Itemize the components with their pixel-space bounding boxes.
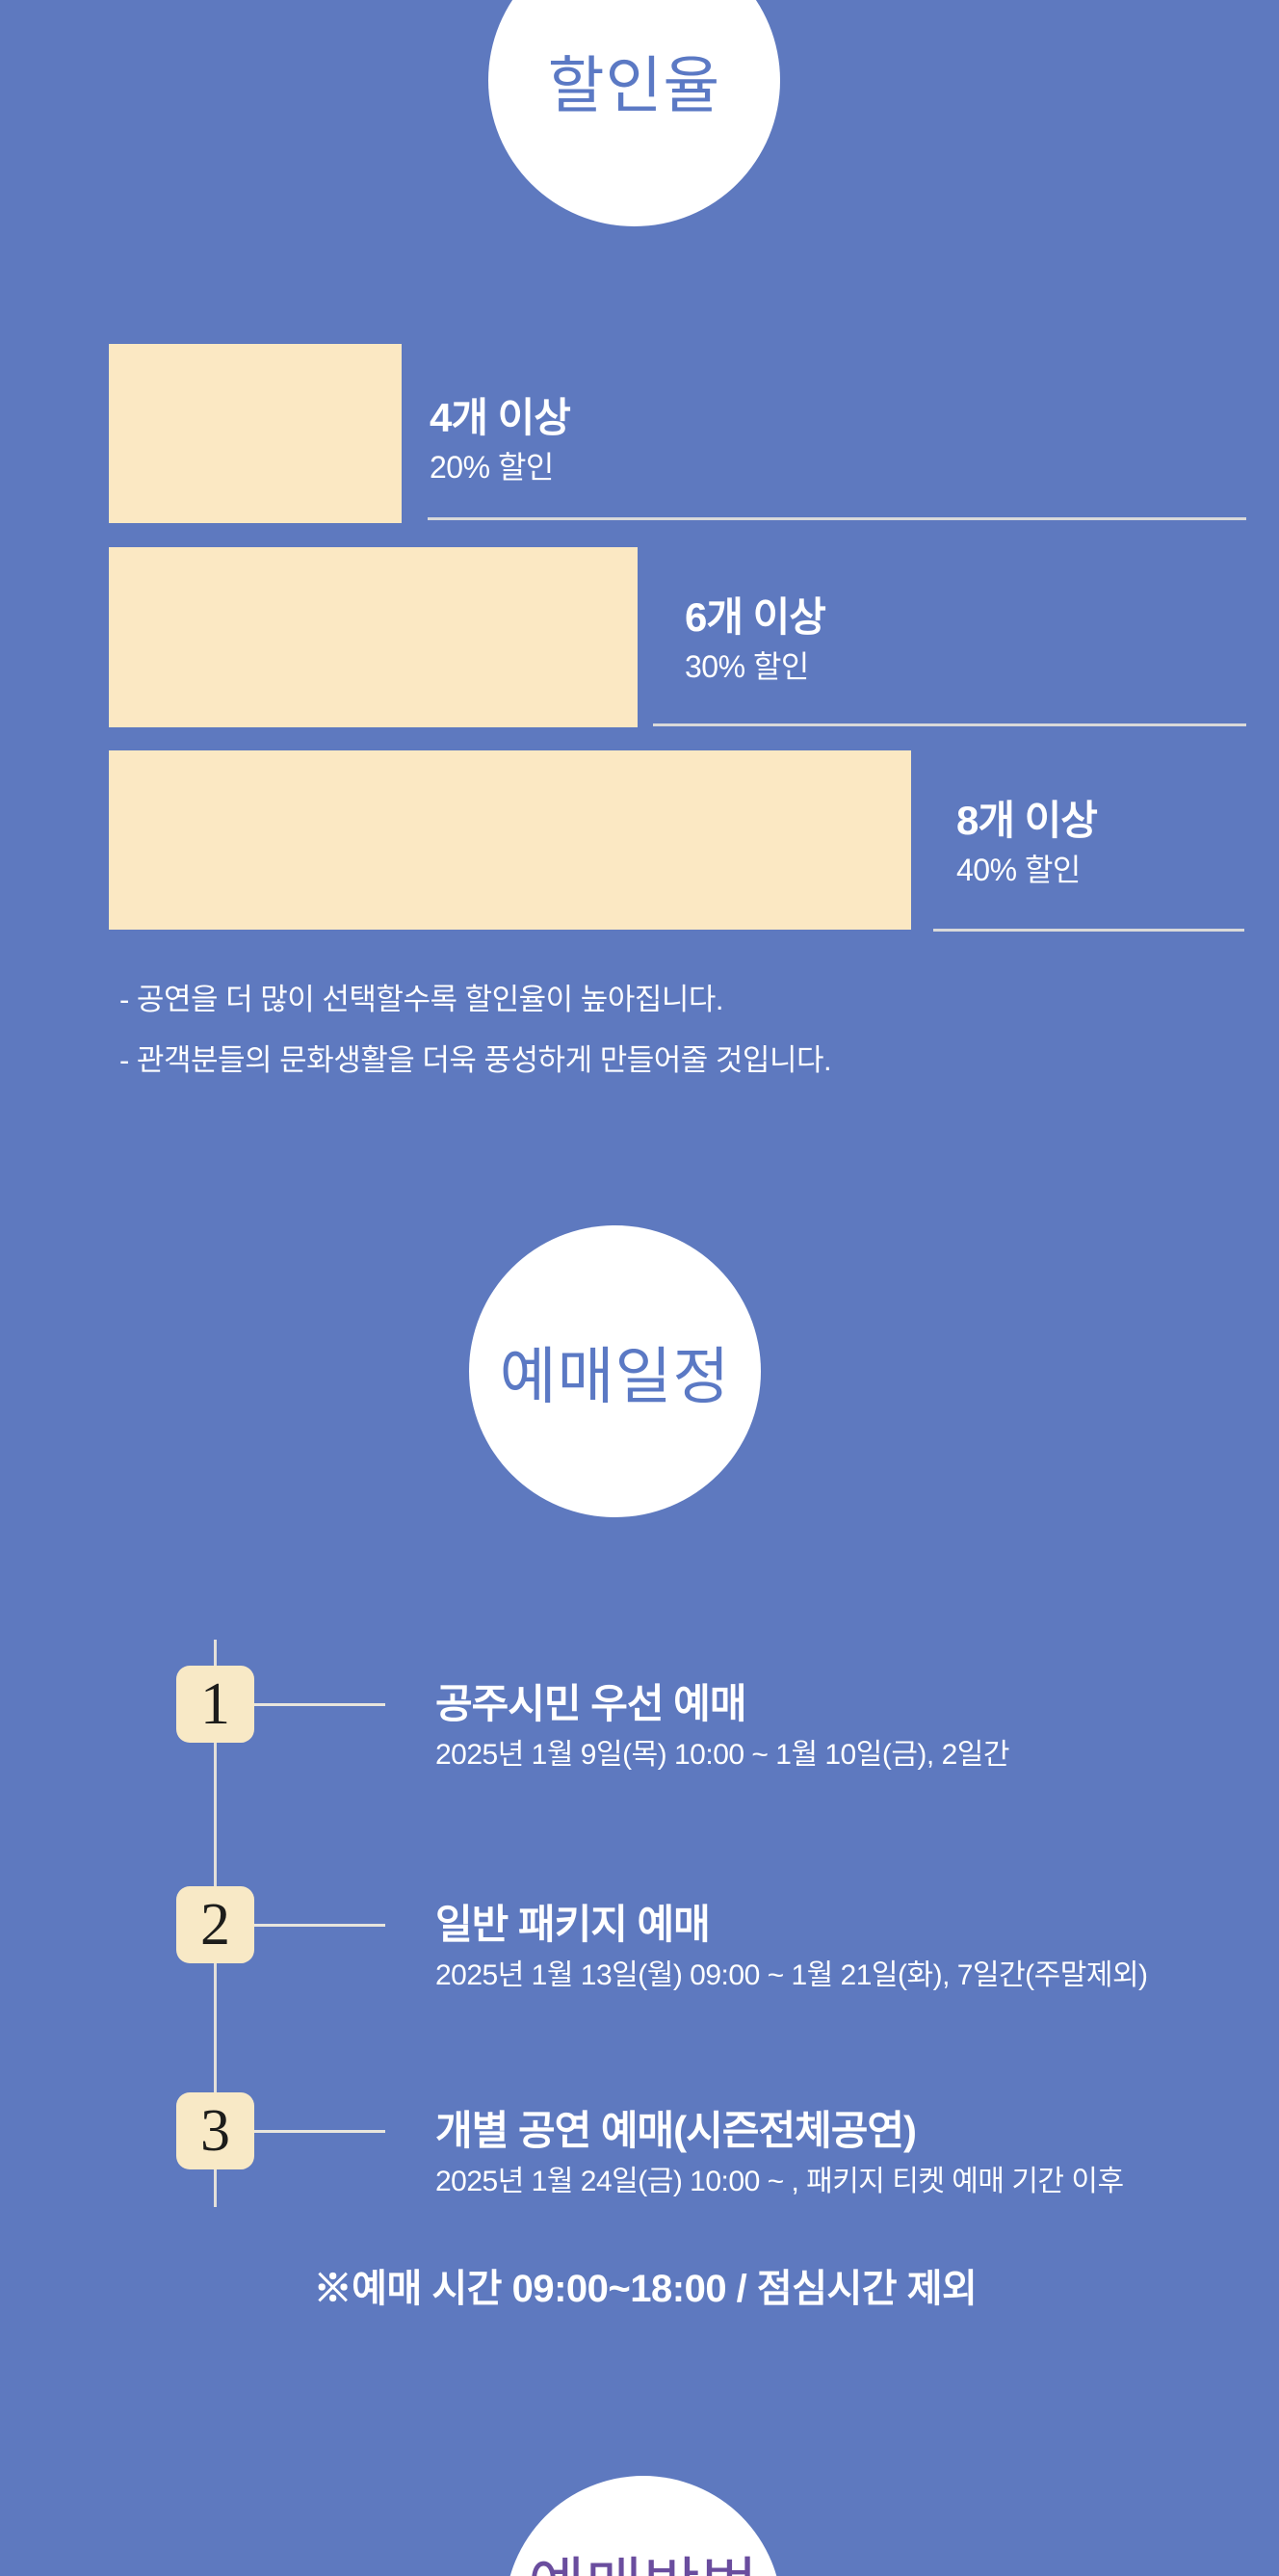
timeline-step-3-connector xyxy=(254,2130,385,2133)
discount-tier-3-label: 8개 이상 xyxy=(956,798,1098,843)
discount-note-2: - 관객분들의 문화생활을 더욱 풍성하게 만들어줄 것입니다. xyxy=(119,1043,832,1077)
discount-note-1: - 공연을 더 많이 선택할수록 할인율이 높아집니다. xyxy=(119,983,724,1016)
timeline-step-1-connector xyxy=(254,1703,385,1706)
discount-tier-2-text: 6개 이상 30% 할인 xyxy=(685,594,826,685)
schedule-section-title: 예매일정 xyxy=(499,1341,731,1411)
discount-bar-tier-1 xyxy=(109,344,402,523)
discount-tier-1-rule xyxy=(428,517,1246,520)
timeline-step-3-text: 개별 공연 예매(시즌전체공연) 2025년 1월 24일(금) 10:00 ~… xyxy=(435,2107,1124,2203)
timeline-step-1-box: 1 xyxy=(176,1666,254,1743)
timeline-step-2-text: 일반 패키지 예매 2025년 1월 13일(월) 09:00 ~ 1월 21일… xyxy=(435,1901,1148,1997)
discount-bar-tier-2 xyxy=(109,547,638,727)
discount-tier-2-label: 6개 이상 xyxy=(685,594,826,640)
timeline-step-1-number: 1 xyxy=(200,1671,230,1737)
timeline-step-1-text: 공주시민 우선 예매 2025년 1월 9일(목) 10:00 ~ 1월 10일… xyxy=(435,1680,1009,1776)
timeline-step-2-number: 2 xyxy=(200,1892,230,1958)
discount-tier-3-text: 8개 이상 40% 할인 xyxy=(956,798,1098,888)
timeline-step-3-period: 2025년 1월 24일(금) 10:00 ~ , 패키지 티켓 예매 기간 이… xyxy=(435,2166,1124,2197)
method-section-badge: 예매방법 xyxy=(505,2476,782,2576)
discount-tier-1-rate: 20% 할인 xyxy=(430,450,554,485)
discount-notes: - 공연을 더 많이 선택할수록 할인율이 높아집니다. - 관객분들의 문화생… xyxy=(119,969,832,1091)
discount-bar-tier-3 xyxy=(109,750,911,930)
schedule-section-badge: 예매일정 xyxy=(469,1225,761,1517)
timeline-step-3-box: 3 xyxy=(176,2092,254,2169)
booking-hours-notice: ※예매 시간 09:00~18:00 / 점심시간 제외 xyxy=(313,2268,978,2310)
timeline-step-1-period: 2025년 1월 9일(목) 10:00 ~ 1월 10일(금), 2일간 xyxy=(435,1739,1009,1771)
discount-section-badge: 할인율 xyxy=(488,0,780,226)
discount-tier-3-rule xyxy=(933,929,1244,932)
discount-tier-1-label: 4개 이상 xyxy=(430,395,571,440)
method-section-title: 예매방법 xyxy=(505,2537,782,2576)
timeline-step-2-title: 일반 패키지 예매 xyxy=(435,1902,711,1947)
discount-tier-2-rate: 30% 할인 xyxy=(685,649,809,684)
discount-tier-1-text: 4개 이상 20% 할인 xyxy=(430,395,571,486)
timeline-step-1-title: 공주시민 우선 예매 xyxy=(435,1681,746,1726)
discount-section-title: 할인율 xyxy=(547,50,721,120)
discount-tier-2-rule xyxy=(653,723,1246,726)
timeline-step-2-box: 2 xyxy=(176,1886,254,1963)
timeline-step-2-period: 2025년 1월 13일(월) 09:00 ~ 1월 21일(화), 7일간(주… xyxy=(435,1959,1148,1991)
discount-tier-3-rate: 40% 할인 xyxy=(956,853,1081,887)
timeline-step-3-number: 3 xyxy=(200,2098,230,2164)
timeline-step-2-connector xyxy=(254,1924,385,1927)
timeline-step-3-title: 개별 공연 예매(시즌전체공연) xyxy=(435,2108,917,2153)
